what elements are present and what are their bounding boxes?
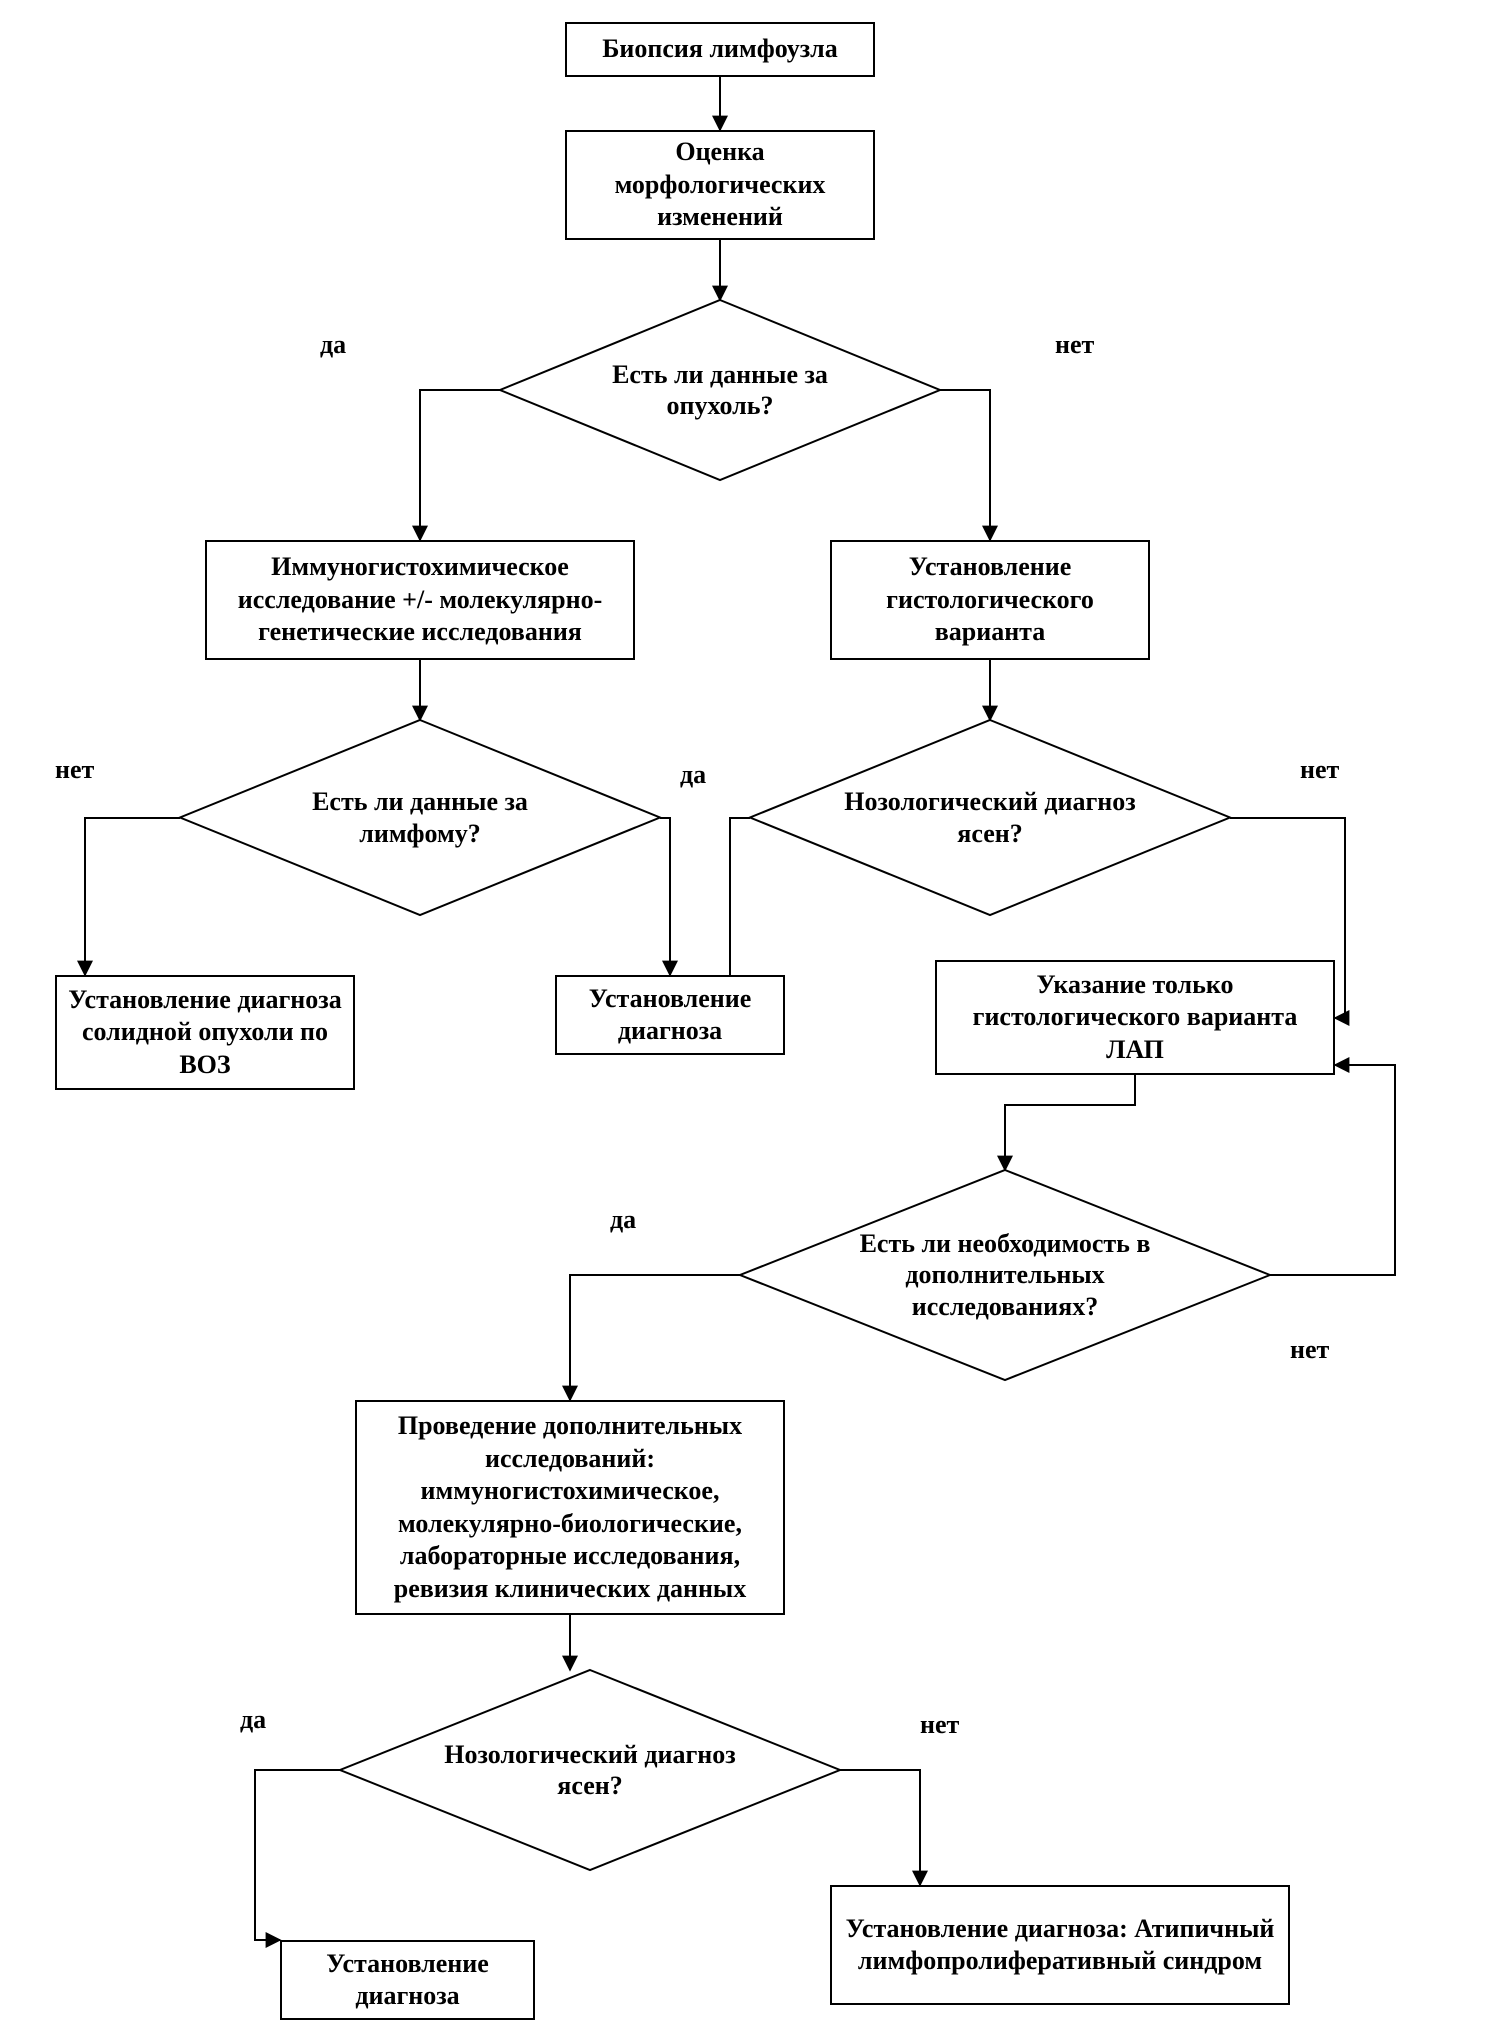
decision-need-more: Есть ли необходимость в дополнительных и… — [740, 1170, 1270, 1380]
node-label: Установление диагноза солидной опухоли п… — [67, 984, 343, 1082]
flowchart-stage: Биопсия лимфоузла Оценка морфологических… — [0, 0, 1489, 2030]
edge-label: нет — [920, 1710, 959, 1740]
node-label: Иммуногистохимическое исследование +/- м… — [217, 551, 623, 649]
node-atypical-lps: Установление диагноза: Атипичный лимфопр… — [830, 1885, 1290, 2005]
node-label: Установление гистологического варианта — [842, 551, 1138, 649]
node-label: Установление диагноза — [567, 983, 773, 1048]
node-label: Биопсия лимфоузла — [602, 33, 838, 66]
node-ihc-molecular: Иммуногистохимическое исследование +/- м… — [205, 540, 635, 660]
node-histo-variant: Установление гистологического варианта — [830, 540, 1150, 660]
decision-tumor-data: Есть ли данные за опухоль? — [500, 300, 940, 480]
node-label: Есть ли необходимость в дополнительных и… — [835, 1228, 1174, 1322]
edge-label: да — [240, 1705, 266, 1735]
node-biopsy: Биопсия лимфоузла — [565, 22, 875, 77]
node-label: Оценка морфологических изменений — [577, 136, 863, 234]
decision-lymphoma-data: Есть ли данные за лимфому? — [180, 720, 660, 915]
node-establish-diag-1: Установление диагноза — [555, 975, 785, 1055]
edge-label: нет — [1055, 330, 1094, 360]
edge-label: нет — [55, 755, 94, 785]
decision-nosological-2: Нозологический диагноз ясен? — [340, 1670, 840, 1870]
edge-label: да — [320, 330, 346, 360]
decision-nosological-1: Нозологический диагноз ясен? — [750, 720, 1230, 915]
edge-label: нет — [1290, 1335, 1329, 1365]
edge-label: да — [680, 760, 706, 790]
node-label: Указание только гистологического вариант… — [947, 969, 1323, 1067]
node-label: Установление диагноза — [292, 1948, 523, 2013]
node-additional-research: Проведение дополнительных исследований: … — [355, 1400, 785, 1615]
node-lap-histo-variant: Указание только гистологического вариант… — [935, 960, 1335, 1075]
node-label: Есть ли данные за лимфому? — [266, 786, 573, 848]
edge-label: нет — [1300, 755, 1339, 785]
node-label: Установление диагноза: Атипичный лимфопр… — [842, 1913, 1278, 1978]
node-establish-diag-2: Установление диагноза — [280, 1940, 535, 2020]
edge-label: да — [610, 1205, 636, 1235]
node-solid-tumor-diag: Установление диагноза солидной опухоли п… — [55, 975, 355, 1090]
node-morph-eval: Оценка морфологических изменений — [565, 130, 875, 240]
node-label: Проведение дополнительных исследований: … — [367, 1410, 773, 1605]
node-label: Нозологический диагноз ясен? — [836, 786, 1143, 848]
node-label: Есть ли данные за опухоль? — [579, 359, 861, 421]
node-label: Нозологический диагноз ясен? — [430, 1739, 750, 1801]
